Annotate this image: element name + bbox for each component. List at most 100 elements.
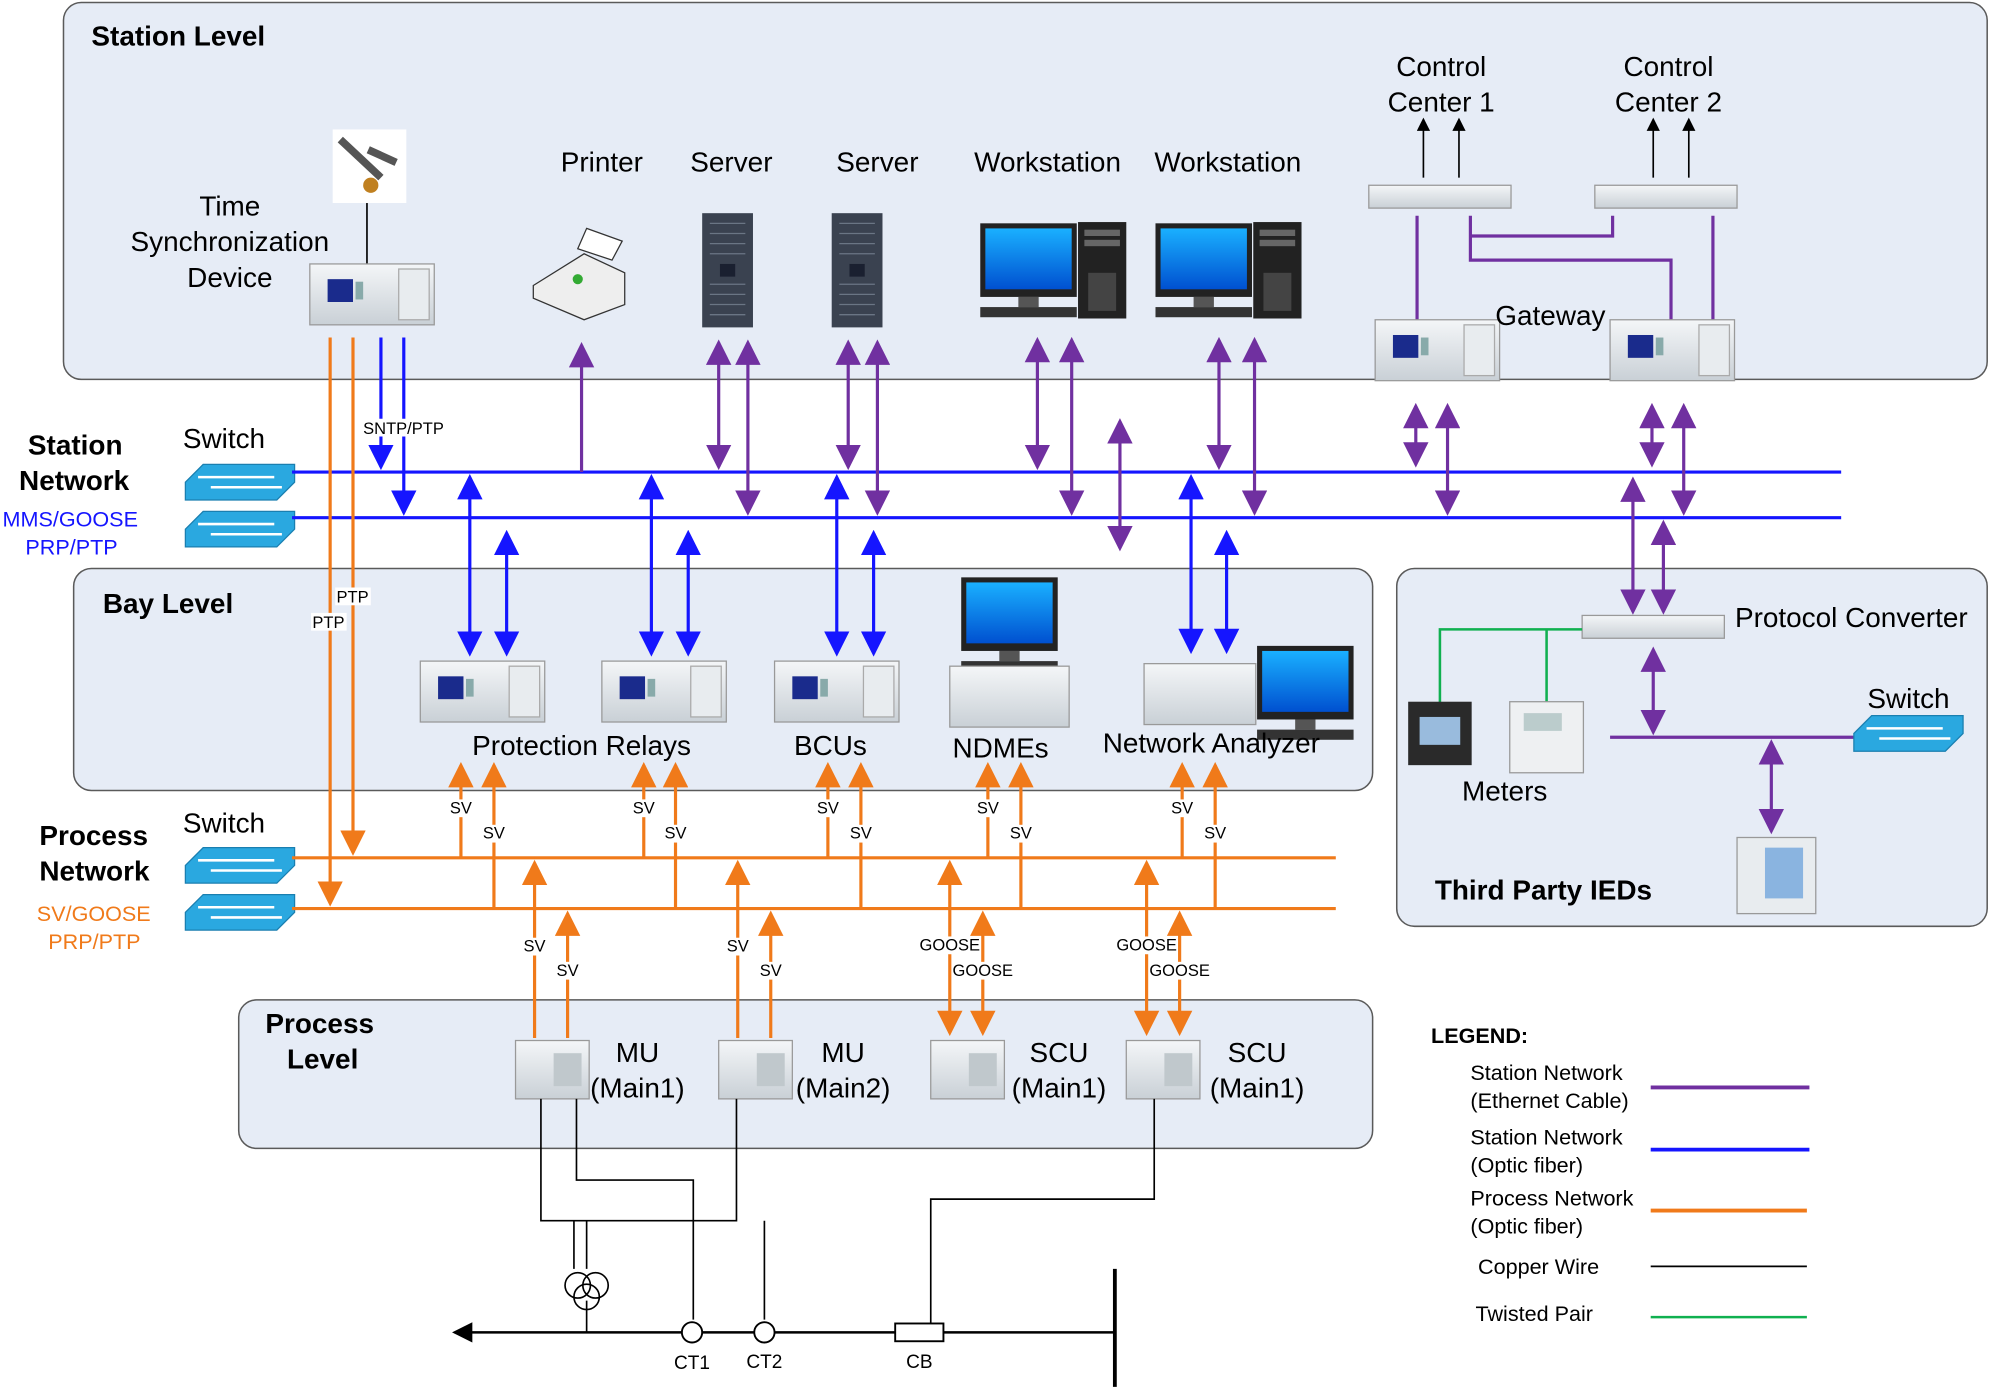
- bay-level-title: Bay Level: [103, 588, 233, 619]
- circuit-breaker-icon: [894, 1322, 945, 1343]
- sv-label: SV: [1204, 825, 1226, 843]
- mu1-icon: [514, 1039, 590, 1100]
- protection-relays-label: Protection Relays: [472, 730, 691, 761]
- third-party-title: Third Party IEDs: [1435, 875, 1652, 906]
- station-switch-icon-2: [184, 510, 296, 549]
- server-label-1: Server: [690, 146, 772, 177]
- ndme-device-icon: [949, 665, 1070, 728]
- scu1-icon: [930, 1039, 1006, 1100]
- sv-label: SV: [977, 799, 999, 817]
- mu1-label-1: MU: [616, 1037, 659, 1068]
- station-ethernet-links: [568, 336, 1697, 615]
- sv-label: SV: [1010, 825, 1032, 843]
- server-icon-1: [701, 212, 754, 329]
- station-protocol-2: PRP/PTP: [25, 535, 117, 560]
- sv-label: SV: [760, 962, 782, 980]
- process-protocol-2: PRP/PTP: [48, 929, 140, 954]
- legend-label: (Optic fiber): [1470, 1152, 1583, 1177]
- sv-label: SV: [817, 799, 839, 817]
- sv-label: SV: [665, 825, 687, 843]
- meter-icon-2: [1509, 701, 1585, 774]
- legend: LEGEND: Station Network (Ethernet Cable)…: [1431, 1023, 1810, 1326]
- protocol-converter-icon: [1581, 614, 1725, 639]
- station-network-title-1: Station: [28, 429, 123, 460]
- time-sync-label-2: Synchronization: [131, 226, 330, 257]
- legend-label: Process Network: [1470, 1185, 1633, 1210]
- scu2-label-1: SCU: [1228, 1037, 1287, 1068]
- time-sync-label-3: Device: [187, 262, 272, 293]
- process-level-title-1: Process: [265, 1008, 374, 1039]
- sntp-label: SNTP/PTP: [363, 420, 444, 438]
- ptp-label-2: PTP: [312, 614, 344, 632]
- workstation-label-2: Workstation: [1154, 146, 1301, 177]
- gateway-label: Gateway: [1495, 300, 1605, 331]
- third-party-switch-icon: [1852, 714, 1965, 753]
- workstation-label-1: Workstation: [974, 146, 1121, 177]
- ct1-label: CT1: [674, 1353, 710, 1374]
- time-sync-label-1: Time: [199, 191, 260, 222]
- process-network-title-1: Process: [39, 820, 148, 851]
- legend-label: Station Network: [1470, 1125, 1622, 1150]
- sv-label: SV: [633, 799, 655, 817]
- meters-label: Meters: [1462, 776, 1547, 807]
- sv-label: SV: [850, 825, 872, 843]
- goose-label: GOOSE: [953, 962, 1014, 980]
- mu2-label-1: MU: [821, 1037, 864, 1068]
- process-switch-icon-2: [184, 893, 296, 932]
- copper-wiring: [540, 1098, 1156, 1333]
- process-switch-label: Switch: [183, 807, 265, 838]
- cb-label: CB: [906, 1352, 932, 1373]
- bcu-icon: [773, 660, 900, 723]
- goose-label: GOOSE: [1116, 936, 1177, 954]
- process-switch-icon-1: [184, 846, 296, 885]
- legend-label: (Optic fiber): [1470, 1213, 1583, 1238]
- workstation-tower-icon-2: [1253, 222, 1302, 319]
- control-center-1-label-2: Center 1: [1388, 87, 1495, 118]
- scu1-label-1: SCU: [1030, 1037, 1089, 1068]
- gateway-icon-2: [1609, 319, 1736, 382]
- time-sync-device-icon: [309, 263, 435, 326]
- sv-label: SV: [524, 938, 546, 956]
- bay-sv-links: SV SV SV SV SV SV SV SV SV SV: [448, 761, 1228, 909]
- sv-label: SV: [727, 938, 749, 956]
- legend-label: Twisted Pair: [1475, 1301, 1592, 1326]
- ct1-icon: [680, 1321, 704, 1344]
- legend-title: LEGEND:: [1431, 1023, 1528, 1048]
- printer-icon: [532, 227, 626, 321]
- printer-label: Printer: [561, 146, 643, 177]
- process-links: SV SV SV SV GOOSE GOOSE GOOSE GOOSE: [521, 859, 1211, 1038]
- gateway-icon-1: [1374, 319, 1501, 382]
- ptp-label-1: PTP: [336, 589, 368, 607]
- process-protocol-1: SV/GOOSE: [37, 901, 151, 926]
- network-analyzer-device-icon: [1143, 663, 1257, 726]
- protection-relay-icon-1: [419, 660, 546, 723]
- station-switch-label: Switch: [183, 423, 265, 454]
- control-center-1-router-icon: [1368, 184, 1512, 209]
- control-center-2-router-icon: [1594, 184, 1738, 209]
- goose-label: GOOSE: [1149, 962, 1210, 980]
- station-network-title-2: Network: [19, 465, 130, 496]
- sv-label: SV: [1171, 799, 1193, 817]
- mu2-label-2: (Main2): [796, 1073, 891, 1104]
- control-center-1-label-1: Control: [1396, 51, 1486, 82]
- network-analyzer-label: Network Analyzer: [1103, 727, 1320, 758]
- bcus-label: BCUs: [794, 730, 867, 761]
- station-level-title: Station Level: [91, 21, 265, 52]
- mu1-label-2: (Main1): [590, 1073, 685, 1104]
- station-switch-icon-1: [184, 463, 296, 502]
- third-party-ied-icon: [1736, 836, 1817, 915]
- legend-label: Copper Wire: [1478, 1254, 1599, 1279]
- ct2-label: CT2: [746, 1352, 782, 1373]
- legend-label: (Ethernet Cable): [1470, 1088, 1628, 1113]
- control-center-2-label-1: Control: [1623, 51, 1713, 82]
- station-protocol-1: MMS/GOOSE: [3, 507, 138, 532]
- server-label-2: Server: [836, 146, 918, 177]
- satellite-icon: [332, 129, 407, 204]
- mu2-icon: [718, 1039, 793, 1100]
- process-network-title-2: Network: [39, 856, 150, 887]
- sv-label: SV: [483, 825, 505, 843]
- ct2-icon: [753, 1321, 776, 1344]
- bay-fiber-links: [457, 473, 1240, 657]
- control-center-2-label-2: Center 2: [1615, 87, 1722, 118]
